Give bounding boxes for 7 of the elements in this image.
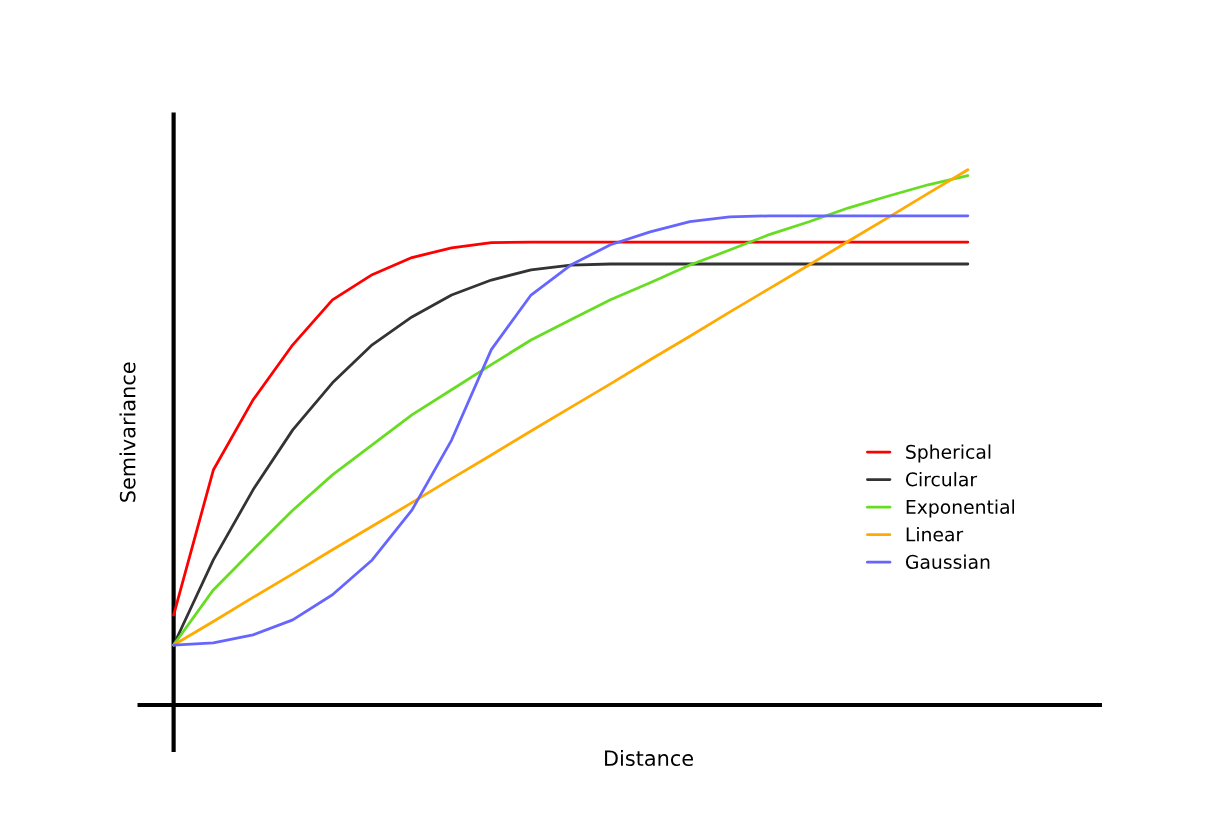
y-axis-title: Semivariance <box>119 362 136 502</box>
legend-label: Exponential <box>906 499 1015 518</box>
legend-label: Linear <box>906 526 964 542</box>
legend-label: Circular <box>905 471 978 487</box>
legend-label: Spherical <box>906 444 991 463</box>
legend-label: Gaussian <box>905 554 990 570</box>
x-axis-title: Distance <box>605 749 693 767</box>
